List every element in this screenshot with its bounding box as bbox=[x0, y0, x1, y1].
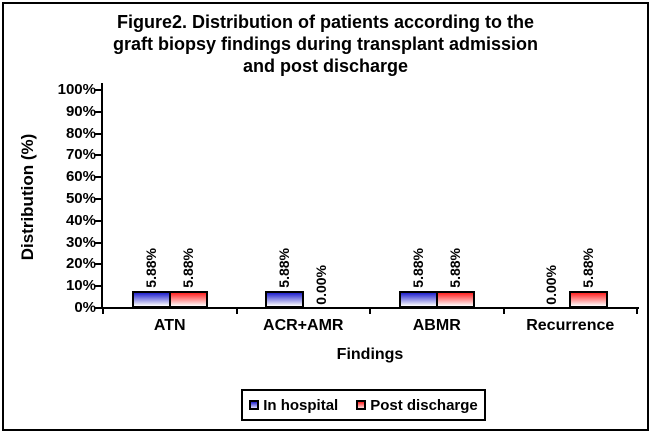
y-tick bbox=[95, 263, 101, 266]
y-tick bbox=[95, 241, 101, 244]
bar-value-label: 5.88% bbox=[580, 248, 597, 288]
x-tick bbox=[502, 309, 505, 314]
legend-label-in-hospital: In hospital bbox=[263, 396, 339, 414]
y-tick bbox=[95, 176, 101, 179]
y-tick-label: 30% bbox=[65, 233, 96, 251]
chart-title-line-3: and post discharge bbox=[242, 56, 409, 76]
y-tick-label: 0% bbox=[74, 299, 96, 316]
y-tick-label: 50% bbox=[65, 190, 96, 207]
y-tick-label: 40% bbox=[65, 211, 96, 229]
y-tick bbox=[95, 285, 101, 288]
y-tick-label: 60% bbox=[65, 168, 96, 186]
y-tick bbox=[95, 198, 101, 200]
bar-value-label: 5.88% bbox=[409, 248, 426, 288]
y-tick bbox=[95, 307, 101, 309]
y-tick-label: 90% bbox=[65, 102, 96, 120]
y-axis-line bbox=[101, 83, 103, 309]
y-tick-label: 20% bbox=[65, 255, 96, 273]
bar-post-discharge bbox=[569, 291, 609, 308]
y-tick bbox=[95, 89, 101, 91]
legend-item-post-discharge: Post discharge bbox=[356, 397, 478, 414]
post-discharge-swatch-icon bbox=[356, 400, 367, 410]
category-label: Recurrence bbox=[526, 317, 615, 334]
x-tick bbox=[102, 309, 104, 314]
legend-label-post-discharge: Post discharge bbox=[370, 396, 478, 414]
x-tick bbox=[235, 309, 238, 314]
x-axis-title: Findings bbox=[336, 346, 404, 363]
legend-item-in-hospital: In hospital bbox=[249, 397, 338, 414]
bar-value-label: 0.00% bbox=[313, 265, 330, 305]
bar-value-label: 5.88% bbox=[179, 248, 196, 288]
bar-value-label: 0.00% bbox=[543, 265, 560, 305]
legend: In hospital Post discharge bbox=[241, 389, 486, 421]
bar-in-hospital bbox=[265, 291, 305, 308]
category-label: ATN bbox=[153, 317, 186, 334]
chart-title: Figure2. Distribution of patients accord… bbox=[0, 11, 651, 77]
y-tick-label: 70% bbox=[65, 146, 96, 164]
bar-in-hospital bbox=[131, 291, 171, 308]
in-hospital-swatch-icon bbox=[249, 400, 260, 410]
bar-value-label: 5.88% bbox=[276, 248, 293, 288]
category-label: ABMR bbox=[412, 317, 461, 334]
chart-title-line-2: graft biopsy findings during transplant … bbox=[112, 34, 539, 54]
x-tick bbox=[636, 309, 638, 314]
category-label: ACR+AMR bbox=[263, 317, 344, 334]
y-tick bbox=[95, 110, 101, 113]
bar-in-hospital bbox=[398, 291, 438, 308]
y-tick-label: 80% bbox=[65, 124, 96, 142]
bar-value-label: 5.88% bbox=[446, 248, 463, 288]
y-axis-title: Distribution (%) bbox=[18, 133, 37, 261]
x-tick bbox=[369, 309, 371, 314]
chart-title-line-1: Figure2. Distribution of patients accord… bbox=[116, 12, 534, 32]
y-tick bbox=[95, 154, 101, 157]
y-tick-label: 10% bbox=[65, 277, 96, 295]
bar-post-discharge bbox=[435, 291, 475, 308]
y-tick bbox=[95, 219, 101, 222]
y-tick bbox=[95, 132, 101, 135]
bar-value-label: 5.88% bbox=[142, 248, 159, 288]
y-tick-label: 100% bbox=[57, 81, 96, 98]
bar-post-discharge bbox=[168, 291, 208, 308]
x-axis-line bbox=[101, 307, 639, 309]
